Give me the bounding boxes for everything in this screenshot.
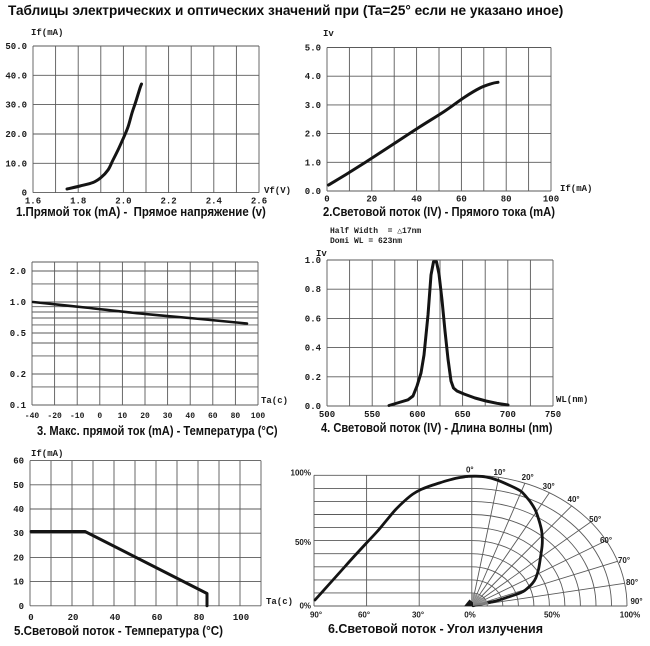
svg-text:100: 100 xyxy=(543,195,559,205)
svg-text:90°: 90° xyxy=(310,611,322,620)
svg-text:30°: 30° xyxy=(412,611,424,620)
svg-text:10.0: 10.0 xyxy=(5,159,27,169)
svg-text:0.6: 0.6 xyxy=(305,314,321,324)
svg-text:40.0: 40.0 xyxy=(5,71,27,81)
svg-text:2.0: 2.0 xyxy=(305,130,321,140)
svg-text:700: 700 xyxy=(500,410,516,420)
svg-text:Vf(V): Vf(V) xyxy=(264,186,291,196)
svg-text:40: 40 xyxy=(411,195,422,205)
svg-text:0.0: 0.0 xyxy=(305,402,321,412)
svg-text:If(mA): If(mA) xyxy=(560,184,592,194)
svg-text:90°: 90° xyxy=(630,597,642,606)
svg-text:Ta(c): Ta(c) xyxy=(266,597,293,607)
svg-text:0°: 0° xyxy=(466,466,474,475)
svg-text:10°: 10° xyxy=(493,468,505,477)
svg-text:Iv: Iv xyxy=(316,249,327,259)
svg-text:40: 40 xyxy=(110,613,121,623)
svg-text:60°: 60° xyxy=(358,611,370,620)
svg-text:30°: 30° xyxy=(543,482,555,491)
svg-text:20: 20 xyxy=(140,412,150,421)
svg-text:If(mA): If(mA) xyxy=(31,28,63,38)
svg-text:3.0: 3.0 xyxy=(305,101,321,111)
svg-text:40°: 40° xyxy=(568,495,580,504)
svg-text:2.6: 2.6 xyxy=(251,197,267,207)
svg-text:-40: -40 xyxy=(25,412,40,421)
svg-text:80: 80 xyxy=(501,195,512,205)
svg-text:70°: 70° xyxy=(618,556,630,565)
svg-text:0: 0 xyxy=(19,602,24,612)
svg-text:10: 10 xyxy=(118,412,128,421)
svg-text:2.4: 2.4 xyxy=(206,197,223,207)
svg-text:-20: -20 xyxy=(47,412,62,421)
svg-text:20°: 20° xyxy=(522,473,534,482)
svg-text:600: 600 xyxy=(409,410,425,420)
svg-text:50: 50 xyxy=(13,481,24,491)
svg-text:Domi WL = 623nm: Domi WL = 623nm xyxy=(330,237,402,246)
svg-text:Iv: Iv xyxy=(323,29,334,39)
svg-text:0.2: 0.2 xyxy=(305,373,321,383)
svg-text:2.2: 2.2 xyxy=(160,197,176,207)
svg-text:1.0: 1.0 xyxy=(305,158,321,168)
svg-text:0.2: 0.2 xyxy=(10,370,26,380)
svg-text:0: 0 xyxy=(324,195,329,205)
svg-text:0.8: 0.8 xyxy=(305,285,321,295)
svg-text:0%: 0% xyxy=(299,602,311,611)
svg-text:500: 500 xyxy=(319,410,335,420)
svg-text:60: 60 xyxy=(208,412,218,421)
svg-text:100: 100 xyxy=(233,613,249,623)
svg-text:1.0: 1.0 xyxy=(10,298,26,308)
svg-text:20.0: 20.0 xyxy=(5,130,27,140)
svg-text:50%: 50% xyxy=(295,538,311,547)
svg-text:50°: 50° xyxy=(589,515,601,524)
svg-text:-10: -10 xyxy=(70,412,85,421)
svg-text:100%: 100% xyxy=(620,611,640,620)
svg-text:20: 20 xyxy=(13,553,24,563)
svg-text:10: 10 xyxy=(13,578,24,588)
svg-text:40: 40 xyxy=(13,505,24,515)
svg-text:100: 100 xyxy=(251,412,266,421)
svg-text:Ta(c): Ta(c) xyxy=(261,396,288,406)
svg-text:0.4: 0.4 xyxy=(305,344,322,354)
svg-text:0: 0 xyxy=(28,613,33,623)
svg-text:WL(nm): WL(nm) xyxy=(556,395,588,405)
svg-text:50%: 50% xyxy=(544,611,560,620)
svg-text:750: 750 xyxy=(545,410,561,420)
svg-text:0: 0 xyxy=(97,412,102,421)
svg-text:60°: 60° xyxy=(600,536,612,545)
svg-text:If(mA): If(mA) xyxy=(31,449,63,459)
svg-text:1.0: 1.0 xyxy=(305,256,321,266)
svg-text:0.0: 0.0 xyxy=(305,187,321,197)
svg-text:30: 30 xyxy=(163,412,173,421)
svg-text:50.0: 50.0 xyxy=(5,42,27,52)
svg-text:80°: 80° xyxy=(626,578,638,587)
svg-text:0%: 0% xyxy=(464,611,476,620)
svg-text:60: 60 xyxy=(152,613,163,623)
svg-text:1.8: 1.8 xyxy=(70,197,86,207)
svg-text:Half Width = △17nm: Half Width = △17nm xyxy=(330,227,421,236)
svg-text:550: 550 xyxy=(364,410,380,420)
svg-text:60: 60 xyxy=(456,195,467,205)
svg-text:30: 30 xyxy=(13,529,24,539)
svg-text:2.0: 2.0 xyxy=(10,267,26,277)
svg-text:4.0: 4.0 xyxy=(305,72,321,82)
svg-text:5.0: 5.0 xyxy=(305,44,321,54)
svg-text:0.5: 0.5 xyxy=(10,329,26,339)
svg-text:1.6: 1.6 xyxy=(25,197,41,207)
svg-text:2.0: 2.0 xyxy=(115,197,131,207)
svg-text:80: 80 xyxy=(194,613,205,623)
svg-text:20: 20 xyxy=(68,613,79,623)
svg-text:80: 80 xyxy=(231,412,241,421)
svg-text:100%: 100% xyxy=(291,469,311,478)
svg-text:40: 40 xyxy=(185,412,195,421)
svg-text:650: 650 xyxy=(454,410,470,420)
svg-text:60: 60 xyxy=(13,457,24,467)
svg-text:20: 20 xyxy=(366,195,377,205)
svg-text:0.1: 0.1 xyxy=(10,401,27,411)
svg-text:0: 0 xyxy=(22,189,27,199)
svg-text:30.0: 30.0 xyxy=(5,101,27,111)
